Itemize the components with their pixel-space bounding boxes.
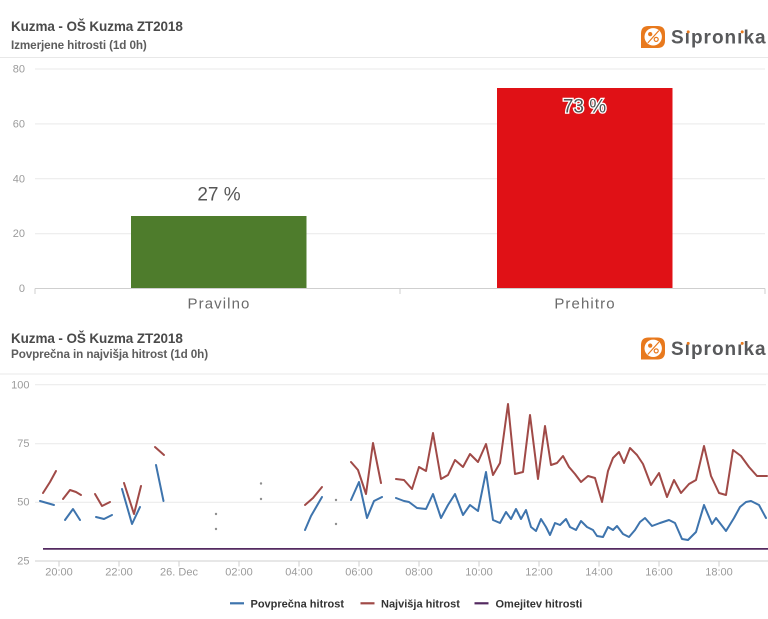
svg-text:Sıpronıka: Sıpronıka <box>671 28 767 49</box>
svg-text:04:00: 04:00 <box>285 567 313 579</box>
svg-text:10:00: 10:00 <box>465 567 493 579</box>
svg-text:22:00: 22:00 <box>105 567 133 579</box>
svg-text:75: 75 <box>17 438 29 450</box>
svg-text:73 %: 73 % <box>563 97 606 118</box>
svg-text:12:00: 12:00 <box>525 567 553 579</box>
svg-text:27 %: 27 % <box>197 185 240 206</box>
svg-text:Povprečna in najvišja hitrost: Povprečna in najvišja hitrost (1d 0h) <box>11 348 208 361</box>
svg-text:Omejitev hitrosti: Omejitev hitrosti <box>496 599 583 611</box>
svg-text:20:00: 20:00 <box>45 567 73 579</box>
svg-text:80: 80 <box>13 64 25 76</box>
svg-text:60: 60 <box>13 118 25 130</box>
svg-text:40: 40 <box>13 173 25 185</box>
svg-text:Najvišja hitrost: Najvišja hitrost <box>381 599 460 611</box>
svg-text:50: 50 <box>17 497 29 509</box>
svg-text:18:00: 18:00 <box>705 567 733 579</box>
svg-text:08:00: 08:00 <box>405 567 433 579</box>
svg-text:25: 25 <box>17 556 29 568</box>
svg-text:Kuzma - OŠ Kuzma ZT2018: Kuzma - OŠ Kuzma ZT2018 <box>11 331 183 346</box>
svg-text:100: 100 <box>11 379 29 391</box>
svg-text:Povprečna hitrost: Povprečna hitrost <box>251 599 345 611</box>
svg-text:Izmerjene hitrosti (1d 0h): Izmerjene hitrosti (1d 0h) <box>11 39 147 52</box>
svg-text:Prehitro: Prehitro <box>554 296 615 313</box>
svg-text:26. Dec: 26. Dec <box>160 567 198 579</box>
svg-text:Sıpronıka: Sıpronıka <box>671 339 767 360</box>
svg-text:16:00: 16:00 <box>645 567 673 579</box>
svg-text:14:00: 14:00 <box>585 567 613 579</box>
svg-text:20: 20 <box>13 228 25 240</box>
svg-text:Pravilno: Pravilno <box>188 296 251 313</box>
svg-text:02:00: 02:00 <box>225 567 253 579</box>
svg-text:Kuzma - OŠ Kuzma ZT2018: Kuzma - OŠ Kuzma ZT2018 <box>11 19 183 34</box>
svg-text:0: 0 <box>19 283 25 295</box>
svg-text:06:00: 06:00 <box>345 567 373 579</box>
